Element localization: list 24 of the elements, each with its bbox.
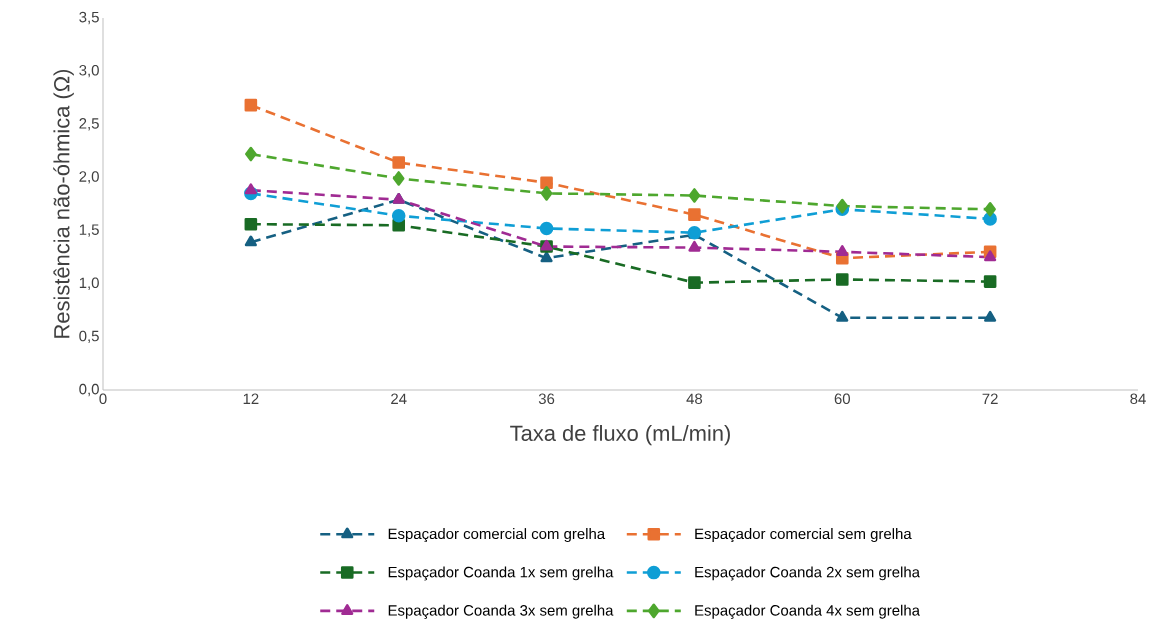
x-tick-label: 60 [834,393,850,405]
legend-label: Espaçador Coanda 2x sem grelha [695,566,920,581]
y-axis-title: Resistência não-óhmica (Ω) [53,69,74,338]
x-axis-title: Taxa de fluxo (mL/min) [510,424,730,446]
x-tick-label: 84 [1130,393,1146,405]
legend-label: Espaçador comercial sem grelha [695,528,912,543]
y-tick-label: 1,0 [79,277,99,290]
x-tick-label: 12 [243,393,259,404]
x-tick-label: 36 [538,393,555,405]
legend-label: Espaçador comercial com grelha [388,528,606,543]
y-tick-label: 0,5 [79,330,99,344]
legend-label: Espaçador Coanda 3x sem grelha [388,604,614,619]
x-tick-label: 48 [686,393,703,405]
y-tick-label: 0,0 [79,383,99,397]
legend-label: Espaçador Coanda 1x sem grelha [388,566,614,581]
y-tick-label: 2,0 [79,171,99,184]
y-tick-label: 1,5 [79,224,99,237]
y-tick-label: 3,5 [79,11,99,25]
y-tick-label: 3,0 [79,64,99,78]
x-tick-label: 72 [982,393,998,404]
x-tick-label: 24 [391,393,407,404]
legend-label: Espaçador Coanda 4x sem grelha [695,604,920,619]
x-tick-label: 0 [99,393,107,405]
y-tick-label: 2,5 [79,118,99,131]
